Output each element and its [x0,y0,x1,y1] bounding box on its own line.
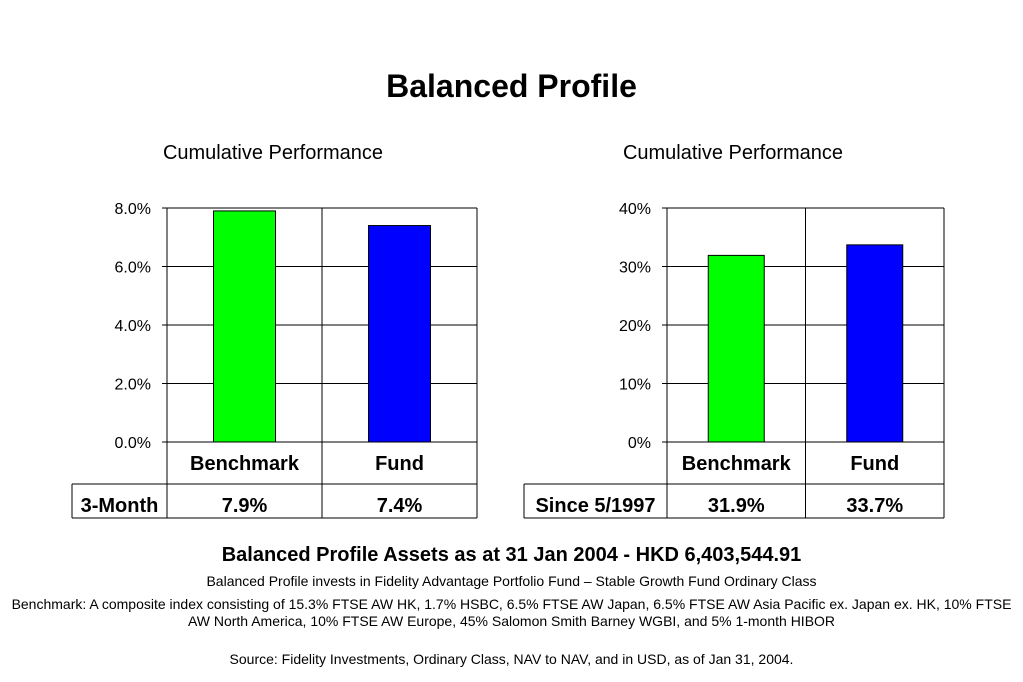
page-title: Balanced Profile [386,68,637,104]
y-tick-label: 2.0% [115,377,151,394]
y-tick-label: 6.0% [115,260,151,277]
table-cell-value: 7.9% [222,495,268,517]
y-tick-label: 40% [619,201,651,218]
table-row-label: Since 5/1997 [535,495,655,517]
bar-benchmark [213,210,276,443]
benchmark-note: Benchmark: A composite index consisting … [11,596,1012,629]
category-label: Fund [375,453,424,475]
category-label: Benchmark [190,453,300,475]
table-cell-value: 7.4% [377,495,423,517]
category-label: Fund [850,453,899,475]
chart-title-3month: Cumulative Performance [162,142,384,164]
table-cell-value: 31.9% [708,495,765,517]
table-cell-value: 33.7% [846,495,903,517]
y-tick-label: 20% [619,318,651,335]
bar-fund [368,225,431,443]
y-tick-label: 30% [619,260,651,277]
chart-title-since-1997: Cumulative Performance [622,142,844,164]
y-tick-label: 0.0% [115,435,151,452]
y-tick-label: 10% [619,377,651,394]
y-tick-label: 8.0% [115,201,151,218]
bar-benchmark [707,254,765,443]
y-tick-label: 0% [628,435,651,452]
y-tick-label: 4.0% [115,318,151,335]
assets-line: Balanced Profile Assets as at 31 Jan 200… [221,544,802,566]
source-note: Source: Fidelity Investments, Ordinary C… [229,651,794,667]
bar-fund [846,244,904,443]
category-label: Benchmark [682,453,792,475]
table-row-label: 3-Month [81,495,159,517]
invests-line: Balanced Profile invests in Fidelity Adv… [206,573,817,589]
